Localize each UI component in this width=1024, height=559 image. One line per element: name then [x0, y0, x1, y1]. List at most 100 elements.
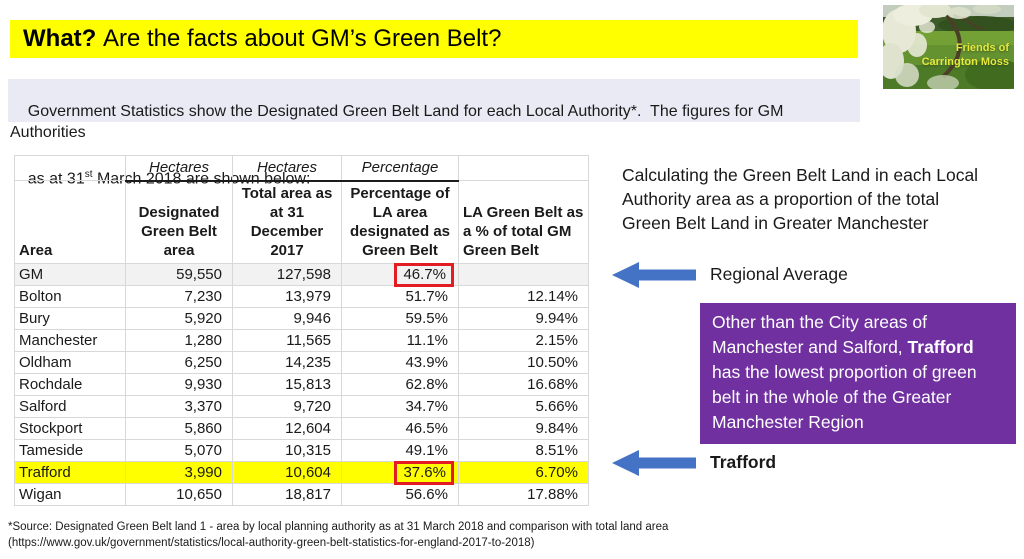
pct-la-cell: 51.7% — [341, 285, 459, 308]
table-header-row: Area Designated Green Belt area Total ar… — [14, 180, 589, 264]
column-header-pct-gm-green-belt: LA Green Belt as a % of total GM Green B… — [458, 180, 589, 264]
trafford-arrow-label: Trafford — [710, 452, 777, 472]
area-cell: Oldham — [14, 351, 126, 374]
left-arrow-icon — [612, 450, 696, 476]
area-cell: Wigan — [14, 483, 126, 506]
green-belt-area-cell: 59,550 — [125, 263, 233, 286]
table-row: Salford 3,370 9,720 34.7% 5.66% — [14, 395, 589, 418]
total-area-cell: 9,720 — [232, 395, 342, 418]
pct-la-cell: 11.1% — [341, 329, 459, 352]
pct-la-cell: 56.6% — [341, 483, 459, 506]
page-title: What? Are the facts about GM’s Green Bel… — [10, 20, 858, 58]
red-highlight-box: 37.6% — [394, 461, 454, 485]
table-row: Stockport 5,860 12,604 46.5% 9.84% — [14, 417, 589, 440]
pct-la-cell: 37.6% — [341, 461, 459, 485]
green-belt-area-cell: 5,920 — [125, 307, 233, 330]
unit-header-cell: Percentage — [341, 155, 459, 182]
area-cell: GM — [14, 263, 126, 286]
pct-gm-cell: 16.68% — [458, 373, 589, 396]
table-row: Manchester 1,280 11,565 11.1% 2.15% — [14, 329, 589, 352]
pct-gm-cell: 6.70% — [458, 461, 589, 484]
area-cell: Stockport — [14, 417, 126, 440]
green-belt-area-cell: 3,370 — [125, 395, 233, 418]
logo-caption-line1: Friends of — [955, 42, 1009, 54]
intro-text: Government Statistics show the Designate… — [8, 79, 860, 187]
logo-caption: Friends of Carrington Moss — [922, 41, 1009, 69]
area-cell: Rochdale — [14, 373, 126, 396]
area-cell: Manchester — [14, 329, 126, 352]
pct-gm-cell: 10.50% — [458, 351, 589, 374]
area-cell: Bury — [14, 307, 126, 330]
source-note: *Source: Designated Green Belt land 1 - … — [8, 519, 908, 551]
pct-la-cell: 46.7% — [341, 263, 459, 287]
table-row: Tameside 5,070 10,315 49.1% 8.51% — [14, 439, 589, 462]
table-row: Bolton 7,230 13,979 51.7% 12.14% — [14, 285, 589, 308]
pct-la-cell: 43.9% — [341, 351, 459, 374]
pct-gm-cell: 8.51% — [458, 439, 589, 462]
total-area-cell: 13,979 — [232, 285, 342, 308]
green-belt-area-cell: 10,650 — [125, 483, 233, 506]
total-area-cell: 11,565 — [232, 329, 342, 352]
callout-text-pre: Other than the City areas of Manchester … — [712, 312, 927, 357]
green-belt-area-cell: 1,280 — [125, 329, 233, 352]
total-area-cell: 127,598 — [232, 263, 342, 286]
table-unit-header-row: Hectares Hectares Percentage — [14, 155, 589, 182]
callout-text-bold: Trafford — [907, 337, 974, 357]
pct-la-cell: 49.1% — [341, 439, 459, 462]
area-cell: Salford — [14, 395, 126, 418]
pct-gm-cell: 9.84% — [458, 417, 589, 440]
green-belt-area-cell: 6,250 — [125, 351, 233, 374]
table-body: GM 59,550 127,598 46.7% Bolton 7,230 13,979 51.… — [14, 263, 589, 506]
area-cell: Tameside — [14, 439, 126, 462]
table-row: Oldham 6,250 14,235 43.9% 10.50% — [14, 351, 589, 374]
pct-gm-cell: 9.94% — [458, 307, 589, 330]
pct-la-cell: 59.5% — [341, 307, 459, 330]
red-highlight-box: 46.7% — [394, 263, 454, 287]
table-row: Bury 5,920 9,946 59.5% 9.94% — [14, 307, 589, 330]
column-header-pct-la-area: Percentage of LA area designated as Gree… — [341, 180, 459, 264]
pct-gm-cell — [458, 263, 589, 286]
table-row: Trafford 3,990 10,604 37.6% 6.70% — [14, 461, 589, 485]
trafford-callout-box: Other than the City areas of Manchester … — [700, 303, 1016, 444]
total-area-cell: 14,235 — [232, 351, 342, 374]
logo-photo-art — [883, 5, 1014, 89]
green-belt-area-cell: 5,860 — [125, 417, 233, 440]
friends-of-carrington-moss-logo: Friends of Carrington Moss — [883, 5, 1014, 89]
table-row: Wigan 10,650 18,817 56.6% 17.88% — [14, 483, 589, 506]
unit-header-cell: Hectares — [125, 155, 233, 182]
pct-gm-cell: 2.15% — [458, 329, 589, 352]
unit-header-cell — [458, 155, 589, 181]
green-belt-statistics-table: Hectares Hectares Percentage Area Design… — [14, 155, 589, 506]
left-arrow-icon — [612, 262, 696, 288]
green-belt-area-cell: 5,070 — [125, 439, 233, 462]
total-area-cell: 10,315 — [232, 439, 342, 462]
table-row: Rochdale 9,930 15,813 62.8% 16.68% — [14, 373, 589, 396]
column-header-designated-green-belt: Designated Green Belt area — [125, 180, 233, 264]
area-cell: Trafford — [14, 461, 126, 484]
pct-gm-cell: 17.88% — [458, 483, 589, 506]
total-area-cell: 15,813 — [232, 373, 342, 396]
pct-gm-cell: 12.14% — [458, 285, 589, 308]
column-header-total-area: Total area as at 31 December 2017 — [232, 180, 342, 264]
total-area-cell: 10,604 — [232, 461, 342, 484]
logo-caption-line2: Carrington Moss — [921, 56, 1009, 68]
callout-text-post: has the lowest proportion of green belt … — [712, 362, 977, 432]
intro-line1: Government Statistics show the Designate… — [10, 103, 787, 141]
total-area-cell: 12,604 — [232, 417, 342, 440]
area-cell: Bolton — [14, 285, 126, 308]
unit-header-cell: Hectares — [232, 155, 342, 182]
calculation-note: Calculating the Green Belt Land in each … — [622, 165, 979, 233]
title-rest: Are the facts about GM’s Green Belt? — [96, 25, 502, 52]
pct-la-cell: 62.8% — [341, 373, 459, 396]
green-belt-area-cell: 9,930 — [125, 373, 233, 396]
source-line2: (https://www.gov.uk/government/statistic… — [8, 537, 535, 549]
green-belt-area-cell: 3,990 — [125, 461, 233, 484]
source-line1: *Source: Designated Green Belt land 1 - … — [8, 521, 669, 533]
pct-la-cell: 46.5% — [341, 417, 459, 440]
regional-average-label: Regional Average — [710, 264, 848, 284]
green-belt-area-cell: 7,230 — [125, 285, 233, 308]
column-header-area: Area — [14, 180, 126, 264]
total-area-cell: 9,946 — [232, 307, 342, 330]
pct-la-cell: 34.7% — [341, 395, 459, 418]
